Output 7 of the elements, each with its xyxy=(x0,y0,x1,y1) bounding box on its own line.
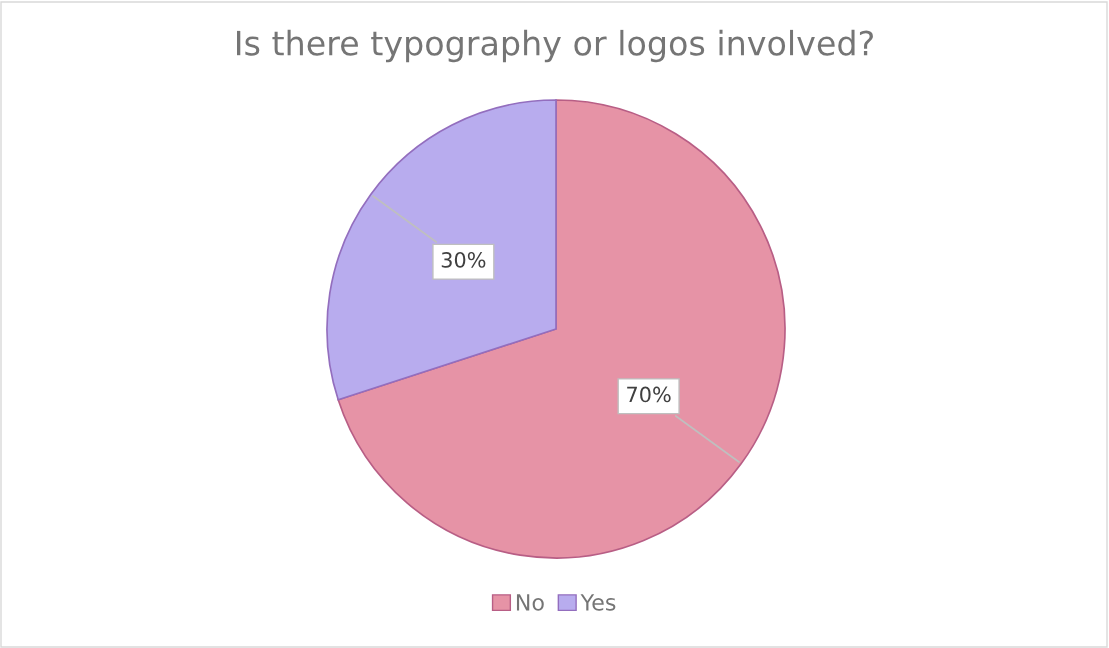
data-label: 70% xyxy=(627,386,671,403)
pie-slice xyxy=(337,99,786,559)
legend-label: Yes xyxy=(580,594,616,611)
chart-title: Is there typography or logos involved? xyxy=(237,29,873,63)
legend-label: No xyxy=(516,594,544,611)
data-label: 30% xyxy=(441,251,486,268)
pie-slice xyxy=(326,99,557,401)
